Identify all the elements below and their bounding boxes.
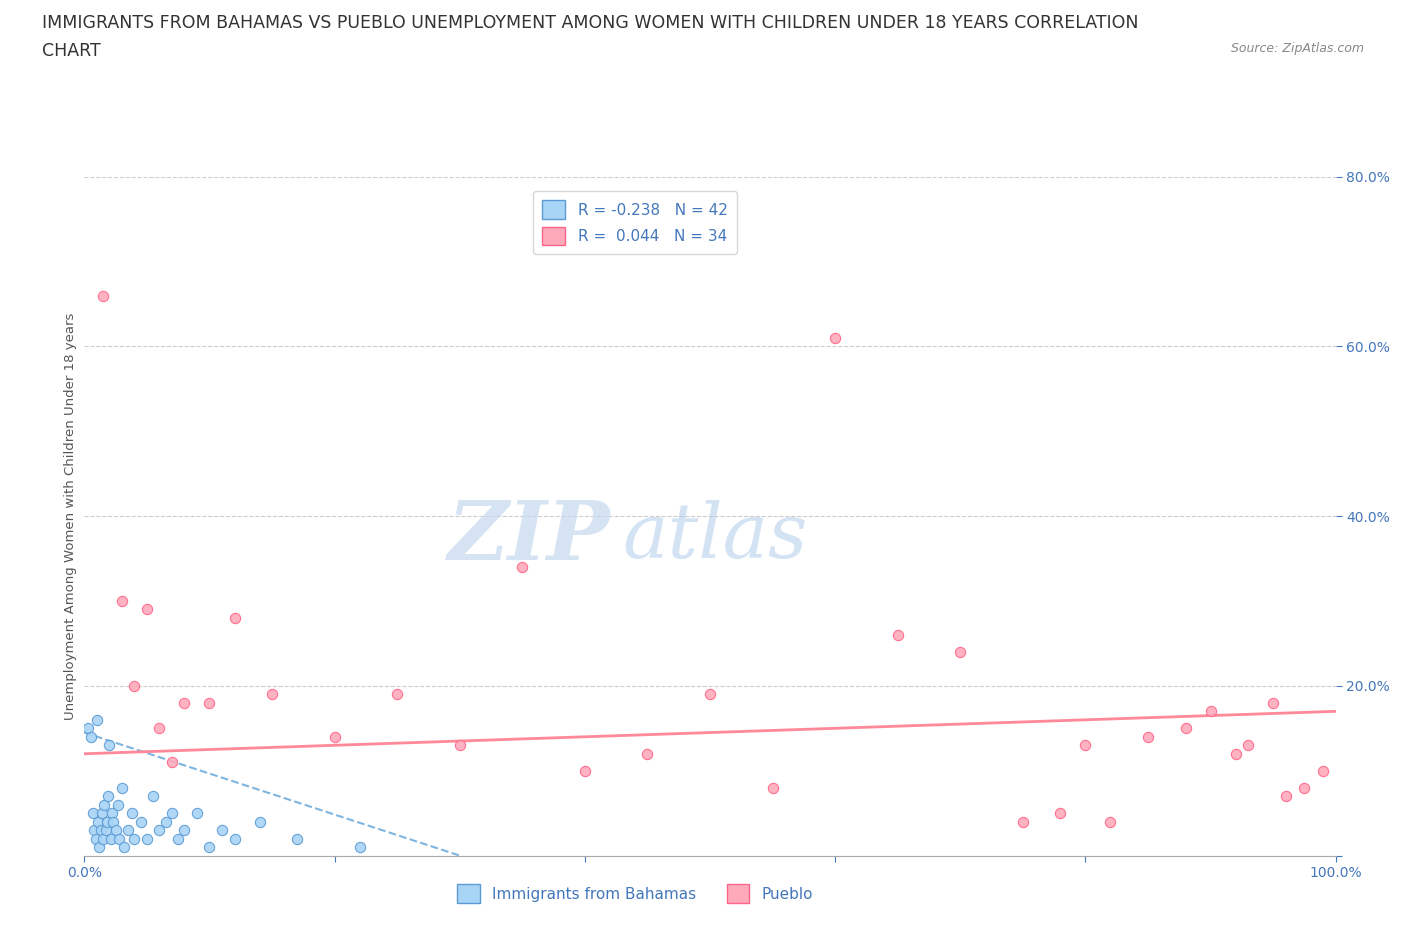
- Text: ZIP: ZIP: [447, 497, 610, 577]
- Point: [224, 831, 246, 846]
- Point: [574, 764, 596, 778]
- Text: atlas: atlas: [623, 499, 808, 574]
- Point: [449, 737, 471, 752]
- Point: [211, 823, 233, 838]
- Y-axis label: Unemployment Among Women with Children Under 18 years: Unemployment Among Women with Children U…: [65, 312, 77, 720]
- Point: [136, 831, 159, 846]
- Point: [198, 840, 221, 855]
- Point: [90, 805, 112, 820]
- Point: [86, 712, 108, 727]
- Point: [89, 840, 111, 855]
- Point: [91, 288, 114, 303]
- Legend: Immigrants from Bahamas, Pueblo: Immigrants from Bahamas, Pueblo: [450, 878, 820, 909]
- Point: [124, 831, 146, 846]
- Point: [96, 815, 118, 830]
- Point: [323, 729, 346, 744]
- Point: [285, 831, 308, 846]
- Point: [160, 805, 183, 820]
- Point: [117, 823, 139, 838]
- Text: Source: ZipAtlas.com: Source: ZipAtlas.com: [1230, 42, 1364, 55]
- Point: [1237, 737, 1260, 752]
- Point: [155, 815, 177, 830]
- Point: [637, 746, 659, 761]
- Point: [186, 805, 208, 820]
- Point: [87, 815, 110, 830]
- Point: [173, 823, 195, 838]
- Point: [699, 687, 721, 702]
- Point: [148, 721, 170, 736]
- Point: [93, 797, 115, 812]
- Point: [101, 805, 124, 820]
- Point: [77, 721, 100, 736]
- Point: [1099, 815, 1122, 830]
- Point: [1049, 805, 1071, 820]
- Point: [1225, 746, 1247, 761]
- Point: [198, 696, 221, 711]
- Point: [949, 644, 972, 659]
- Point: [101, 815, 124, 830]
- Point: [1199, 704, 1222, 719]
- Point: [83, 823, 105, 838]
- Point: [167, 831, 190, 846]
- Point: [112, 840, 135, 855]
- Point: [136, 602, 159, 617]
- Point: [160, 755, 183, 770]
- Point: [98, 737, 121, 752]
- Point: [1294, 780, 1316, 795]
- Point: [107, 797, 129, 812]
- Point: [887, 628, 910, 643]
- Point: [108, 831, 131, 846]
- Point: [1312, 764, 1334, 778]
- Point: [82, 805, 104, 820]
- Point: [1012, 815, 1035, 830]
- Point: [121, 805, 143, 820]
- Point: [762, 780, 785, 795]
- Point: [100, 831, 122, 846]
- Point: [84, 831, 107, 846]
- Point: [1136, 729, 1159, 744]
- Point: [173, 696, 195, 711]
- Point: [148, 823, 170, 838]
- Point: [111, 593, 134, 608]
- Point: [824, 330, 846, 345]
- Point: [94, 823, 117, 838]
- Point: [1074, 737, 1097, 752]
- Point: [90, 823, 112, 838]
- Point: [91, 831, 114, 846]
- Point: [385, 687, 409, 702]
- Point: [104, 823, 127, 838]
- Point: [79, 729, 101, 744]
- Point: [129, 815, 152, 830]
- Text: CHART: CHART: [42, 42, 101, 60]
- Point: [1174, 721, 1197, 736]
- Text: IMMIGRANTS FROM BAHAMAS VS PUEBLO UNEMPLOYMENT AMONG WOMEN WITH CHILDREN UNDER 1: IMMIGRANTS FROM BAHAMAS VS PUEBLO UNEMPL…: [42, 14, 1139, 32]
- Point: [111, 780, 134, 795]
- Point: [1263, 696, 1285, 711]
- Point: [97, 789, 120, 804]
- Point: [349, 840, 371, 855]
- Point: [512, 560, 534, 575]
- Point: [262, 687, 284, 702]
- Point: [124, 679, 146, 694]
- Point: [1274, 789, 1296, 804]
- Point: [224, 610, 246, 625]
- Point: [142, 789, 165, 804]
- Point: [249, 815, 271, 830]
